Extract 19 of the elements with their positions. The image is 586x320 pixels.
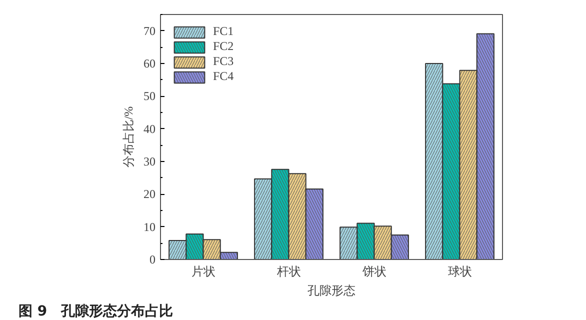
y-tick-label: 0 — [150, 252, 156, 266]
y-axis-title: 分布占比/% — [122, 106, 136, 168]
legend-label: FC3 — [213, 54, 234, 69]
legend-label: FC4 — [213, 69, 234, 84]
x-axis-title: 孔隙形态 — [308, 284, 356, 298]
x-tick-label: 饼状 — [361, 264, 386, 278]
text: 图 9 孔隙形态分布占比 — [18, 304, 174, 320]
x-tick-label: 杆状 — [276, 264, 301, 278]
y-tick-label: 70 — [144, 24, 156, 38]
legend-label: FC2 — [213, 39, 234, 54]
y-tick-label: 10 — [144, 220, 156, 234]
x-tick-label: 球状 — [448, 264, 472, 278]
legend-label: FC1 — [213, 24, 234, 39]
x-tick-label: 片状 — [191, 264, 216, 278]
y-tick-label: 40 — [144, 122, 156, 136]
y-tick-label: 30 — [144, 154, 156, 168]
y-tick-label: 60 — [144, 56, 156, 70]
y-tick-label: 50 — [144, 89, 156, 104]
y-tick-label: 20 — [144, 187, 156, 202]
